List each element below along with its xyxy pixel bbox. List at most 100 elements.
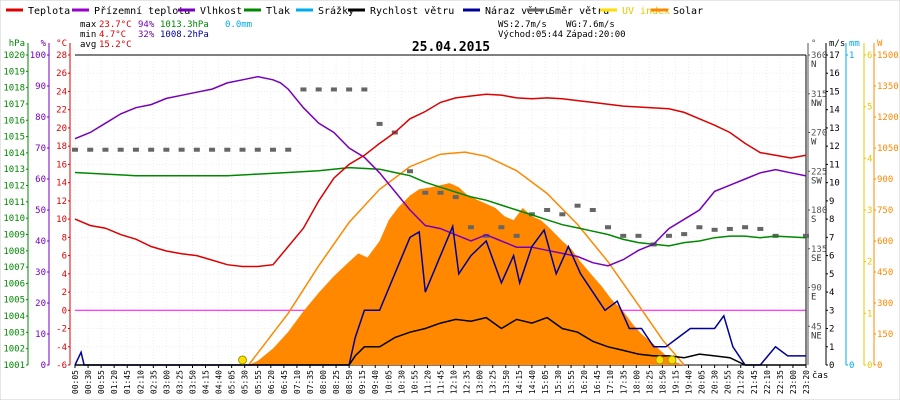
direction-point [711, 227, 718, 232]
axis-direction-tick-label: 270 [811, 129, 827, 139]
axis-wind-tick-label: 11 [829, 160, 840, 170]
axis-pressure-tick-label: 1013 [3, 165, 25, 175]
axis-humidity-tick-label: 100 [30, 51, 46, 61]
axis-temperature-tick-label: -2 [56, 325, 67, 335]
axis-pressure-tick-label: 1006 [3, 279, 25, 289]
x-tick-label: 08:50 [345, 370, 354, 394]
stat-sunset: Západ:20:00 [566, 30, 626, 40]
axis-direction-tick-label: 45 [811, 322, 822, 332]
wind-line [75, 316, 806, 366]
axis-pressure-tick-label: 1020 [3, 51, 25, 61]
x-tick-label: 06:20 [267, 370, 276, 394]
axis-solar-tick-label: 750 [877, 206, 893, 216]
solar-theoretical-line [248, 151, 685, 366]
axis-uv-tick-label: 6 [867, 51, 872, 61]
axis-wind-unit: m/s [829, 39, 845, 49]
x-tick-label: 00:05 [71, 370, 80, 394]
uv-point [655, 355, 665, 365]
axis-solar-tick-label: 1050 [877, 144, 899, 154]
direction-point [620, 233, 627, 238]
axis-wind-tick-label: 3 [829, 306, 834, 316]
direction-point [467, 225, 474, 230]
stat-min-temp: 4.7°C [99, 30, 126, 40]
x-tick-label: 23:20 [802, 370, 811, 394]
x-tick-label: 22:10 [763, 370, 772, 394]
axis-temperature-tick-label: -6 [56, 361, 67, 371]
x-tick-label: 18:00 [632, 370, 641, 394]
axis-temperature-tick-label: 20 [56, 124, 67, 134]
direction-point [102, 147, 109, 152]
axis-uv-tick-label: 5 [867, 103, 872, 113]
stat-min-humidity: 32% [138, 30, 155, 40]
direction-point [209, 147, 216, 152]
direction-point [72, 147, 78, 152]
direction-point [346, 87, 353, 92]
axis-pressure-tick-label: 1001 [3, 361, 25, 371]
stat-max-label: max [80, 20, 97, 30]
axis-direction-compass: NW [811, 99, 822, 109]
axis-wind-tick-label: 4 [829, 288, 834, 298]
axis-temperature-tick-label: 24 [56, 87, 67, 97]
axis-temperature-unit: °C [56, 39, 67, 49]
x-tick-label: 13:25 [489, 370, 498, 394]
axis-solar-tick-label: 1200 [877, 113, 899, 123]
x-tick-label: 16:20 [580, 370, 589, 394]
axis-temperature-tick-label: 12 [56, 197, 67, 207]
axis-temperature-tick-label: -4 [56, 343, 67, 353]
stat-min-label: min [80, 30, 96, 40]
axis-pressure-tick-label: 1015 [3, 133, 25, 143]
x-tick-label: 15:30 [554, 370, 563, 394]
axis-wind-tick-label: 10 [829, 179, 840, 189]
x-tick-label: 17:10 [606, 370, 615, 394]
direction-point [269, 147, 276, 152]
axis-direction-tick-label: 315 [811, 90, 827, 100]
legend-label-hum: Vlhkost [200, 6, 242, 17]
stat-avg-temp: 15.2°C [99, 40, 132, 50]
x-tick-label: 10:55 [410, 370, 419, 394]
direction-point [224, 147, 231, 152]
stats-block: max 23.7°C 94% 1013.3hPa 0.0mm min 4.7°C 32% 100… [80, 20, 626, 50]
axis-wind-tick-label: 15 [829, 87, 840, 97]
direction-point [193, 147, 200, 152]
legend-label-press: Tlak [266, 6, 290, 17]
axis-direction-compass: SE [811, 254, 822, 264]
axis-pressure-unit: hPa [9, 39, 25, 49]
axis-temperature-tick-label: 10 [56, 215, 67, 225]
axis-direction-compass: N [811, 60, 816, 70]
x-tick-label: 16:45 [593, 370, 602, 394]
x-tick-label: 11:45 [437, 370, 446, 394]
direction-point [87, 147, 94, 152]
x-tick-label: 08:00 [319, 370, 328, 394]
legend-label-solar: Solar [673, 6, 703, 17]
x-tick-label: 02:10 [136, 370, 145, 394]
axis-humidity-tick-label: 90 [35, 82, 46, 92]
axis-solar-unit: W [877, 39, 883, 49]
axis-pressure-tick-label: 1003 [3, 328, 25, 338]
x-tick-label: 20:55 [724, 370, 733, 394]
stat-max-humidity: 94% [138, 20, 155, 30]
axis-direction-tick-label: 135 [811, 245, 827, 255]
axis-uv-tick-label: 3 [867, 206, 872, 216]
axis-humidity-tick-label: 40 [35, 237, 46, 247]
x-tick-label: 01:45 [123, 370, 132, 394]
axis-pressure-tick-label: 1014 [3, 149, 25, 159]
axis-solar-tick-label: 0 [877, 361, 882, 371]
legend-label-temp: Teplota [28, 6, 70, 17]
legend-label-uv: UV index [622, 6, 670, 17]
axis-solar-tick-label: 1350 [877, 82, 899, 92]
axis-wind-tick-label: 12 [829, 142, 840, 152]
axis-pressure-tick-label: 1004 [3, 312, 25, 322]
humidity-line [74, 75, 807, 267]
x-tick-label: 14:15 [515, 370, 524, 394]
axis-wind-tick-label: 2 [829, 325, 834, 335]
axis-rain-unit: mm [849, 39, 860, 49]
axis-solar-tick-label: 300 [877, 299, 893, 309]
direction-point [178, 147, 185, 152]
axis-wind-tick-label: 5 [829, 270, 834, 280]
axis-solar-tick-label: 1500 [877, 51, 899, 61]
x-tick-label: 14:40 [528, 370, 537, 394]
x-tick-label: 02:35 [149, 370, 158, 394]
axis-temperature-tick-label: 14 [56, 179, 67, 189]
